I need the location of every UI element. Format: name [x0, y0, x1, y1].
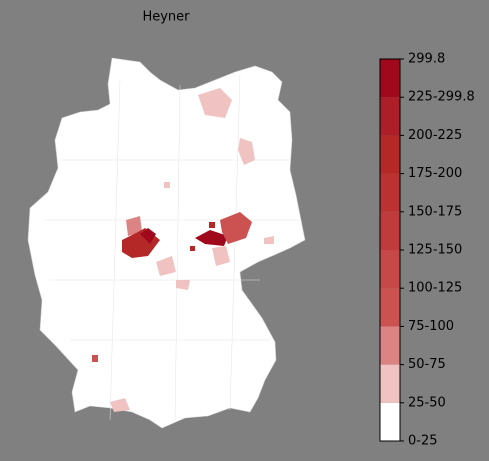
colorbar-segment [380, 97, 400, 136]
district [220, 212, 252, 244]
colorbar-label: 200-225 [408, 128, 462, 143]
country-outline [27, 57, 306, 429]
colorbar-label: 225-299.8 [408, 90, 475, 105]
district [190, 246, 195, 251]
colorbar-label: 25-50 [408, 395, 446, 410]
highlighted-districts [92, 88, 274, 412]
district [195, 230, 228, 246]
district [198, 88, 232, 118]
district [164, 182, 170, 188]
district [209, 222, 215, 228]
colorbar-segment [380, 211, 400, 250]
colorbar-segment [380, 402, 400, 441]
district [140, 228, 156, 244]
colorbar-segment [380, 364, 400, 403]
colorbar-segment [380, 326, 400, 365]
colorbar-label: 100-125 [408, 281, 462, 296]
district [264, 236, 274, 244]
colorbar-label: 125-150 [408, 243, 462, 258]
colorbar-label: 175-200 [408, 166, 462, 181]
district [92, 355, 98, 362]
colorbar-label: 75-100 [408, 319, 454, 334]
colorbar-label: 0-25 [408, 434, 438, 449]
colorbar: 0-25 25-50 50-75 75-100 100-125 125-150 150-17… [379, 52, 475, 449]
germany-map [27, 57, 306, 429]
colorbar-segment [380, 288, 400, 327]
district [212, 246, 230, 266]
colorbar-segment [380, 173, 400, 212]
colorbar-label: 299.8 [408, 52, 445, 67]
colorbar-segment [380, 59, 400, 98]
colorbar-segment [380, 135, 400, 174]
colorbar-label: 150-175 [408, 204, 462, 219]
district-borders [45, 74, 300, 421]
colorbar-segment [380, 250, 400, 289]
district [238, 138, 255, 165]
district [110, 398, 130, 412]
map-title: Heyner [142, 10, 190, 25]
district [126, 216, 142, 236]
colorbar-label: 50-75 [408, 357, 446, 372]
district [156, 256, 176, 276]
district [176, 280, 190, 290]
